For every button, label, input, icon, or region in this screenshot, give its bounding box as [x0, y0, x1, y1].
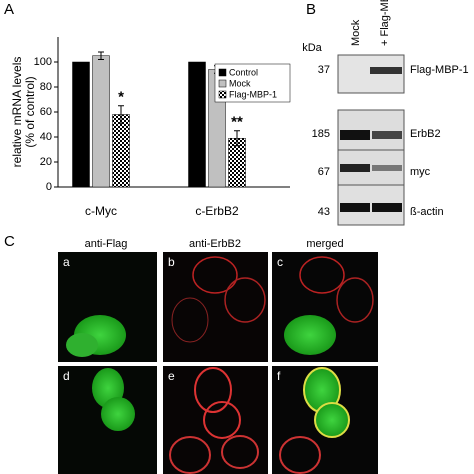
- bar-chart: 0 20 40 60 80 100 relative mRNA levels (% of co…: [10, 37, 291, 218]
- image-label: b: [168, 255, 175, 269]
- panel-label: A: [4, 1, 14, 18]
- legend-swatch: [218, 79, 227, 88]
- blot: kDa Mock + Flag-MBP-1 37 Flag-MBP-1 185 …: [302, 0, 469, 226]
- panel-label: B: [306, 1, 316, 18]
- image-label: d: [63, 369, 70, 383]
- error-bar: [234, 130, 240, 147]
- x-tick-label: c-ErbB2: [195, 204, 239, 218]
- band-label: ErbB2: [410, 128, 441, 140]
- legend-swatch: [218, 90, 227, 99]
- marker: 67: [318, 166, 330, 178]
- unit-label: kDa: [302, 42, 322, 54]
- lane-label: + Flag-MBP-1: [379, 0, 391, 46]
- marker: 43: [318, 206, 330, 218]
- image: [163, 366, 268, 474]
- lane-label: Mock: [350, 19, 362, 46]
- column-heading: anti-ErbB2: [189, 238, 241, 250]
- x-tick-label: c-Myc: [85, 204, 117, 218]
- band: [370, 67, 402, 74]
- bar: [92, 55, 110, 188]
- cells: [66, 256, 374, 474]
- y-tick-label: 20: [40, 156, 52, 168]
- column-heading: merged: [306, 238, 343, 250]
- annotation: *: [118, 89, 124, 106]
- image: [163, 252, 268, 362]
- column-heading: anti-Flag: [85, 238, 128, 250]
- y-tick-label: 0: [46, 181, 52, 193]
- band: [340, 203, 370, 212]
- marker: 37: [318, 64, 330, 76]
- legend-swatch: [218, 68, 227, 77]
- y-axis-label: (% of control): [23, 76, 37, 147]
- microscopy: anti-Flag anti-ErbB2 merged a b c d: [58, 238, 378, 474]
- error-bar: [118, 105, 124, 124]
- legend-box: [214, 63, 291, 103]
- band: [340, 130, 370, 140]
- band: [372, 131, 402, 139]
- bar: [72, 61, 90, 188]
- y-tick-label: 80: [40, 81, 52, 93]
- annotation: **: [231, 114, 243, 131]
- band-label: myc: [410, 166, 431, 178]
- legend-label: Mock: [229, 78, 251, 88]
- image-label: a: [63, 255, 70, 269]
- image-label: f: [277, 369, 281, 383]
- y-tick-label: 40: [40, 131, 52, 143]
- band-label: ß-actin: [410, 206, 444, 218]
- legend-label: Flag-MBP-1: [229, 89, 277, 99]
- y-tick-label: 100: [34, 56, 52, 68]
- bar: [112, 114, 130, 188]
- bar: [188, 61, 206, 188]
- panel-label: C: [4, 233, 15, 250]
- image-label: c: [277, 255, 283, 269]
- band: [372, 165, 402, 171]
- image-label: e: [168, 369, 175, 383]
- band-label: Flag-MBP-1: [410, 64, 469, 76]
- legend-label: Control: [229, 67, 258, 77]
- y-axis-label: relative mRNA levels: [10, 57, 24, 168]
- marker: 185: [312, 128, 330, 140]
- y-tick-label: 60: [40, 106, 52, 118]
- band: [340, 164, 370, 172]
- error-bar: [98, 51, 104, 60]
- band: [372, 203, 402, 212]
